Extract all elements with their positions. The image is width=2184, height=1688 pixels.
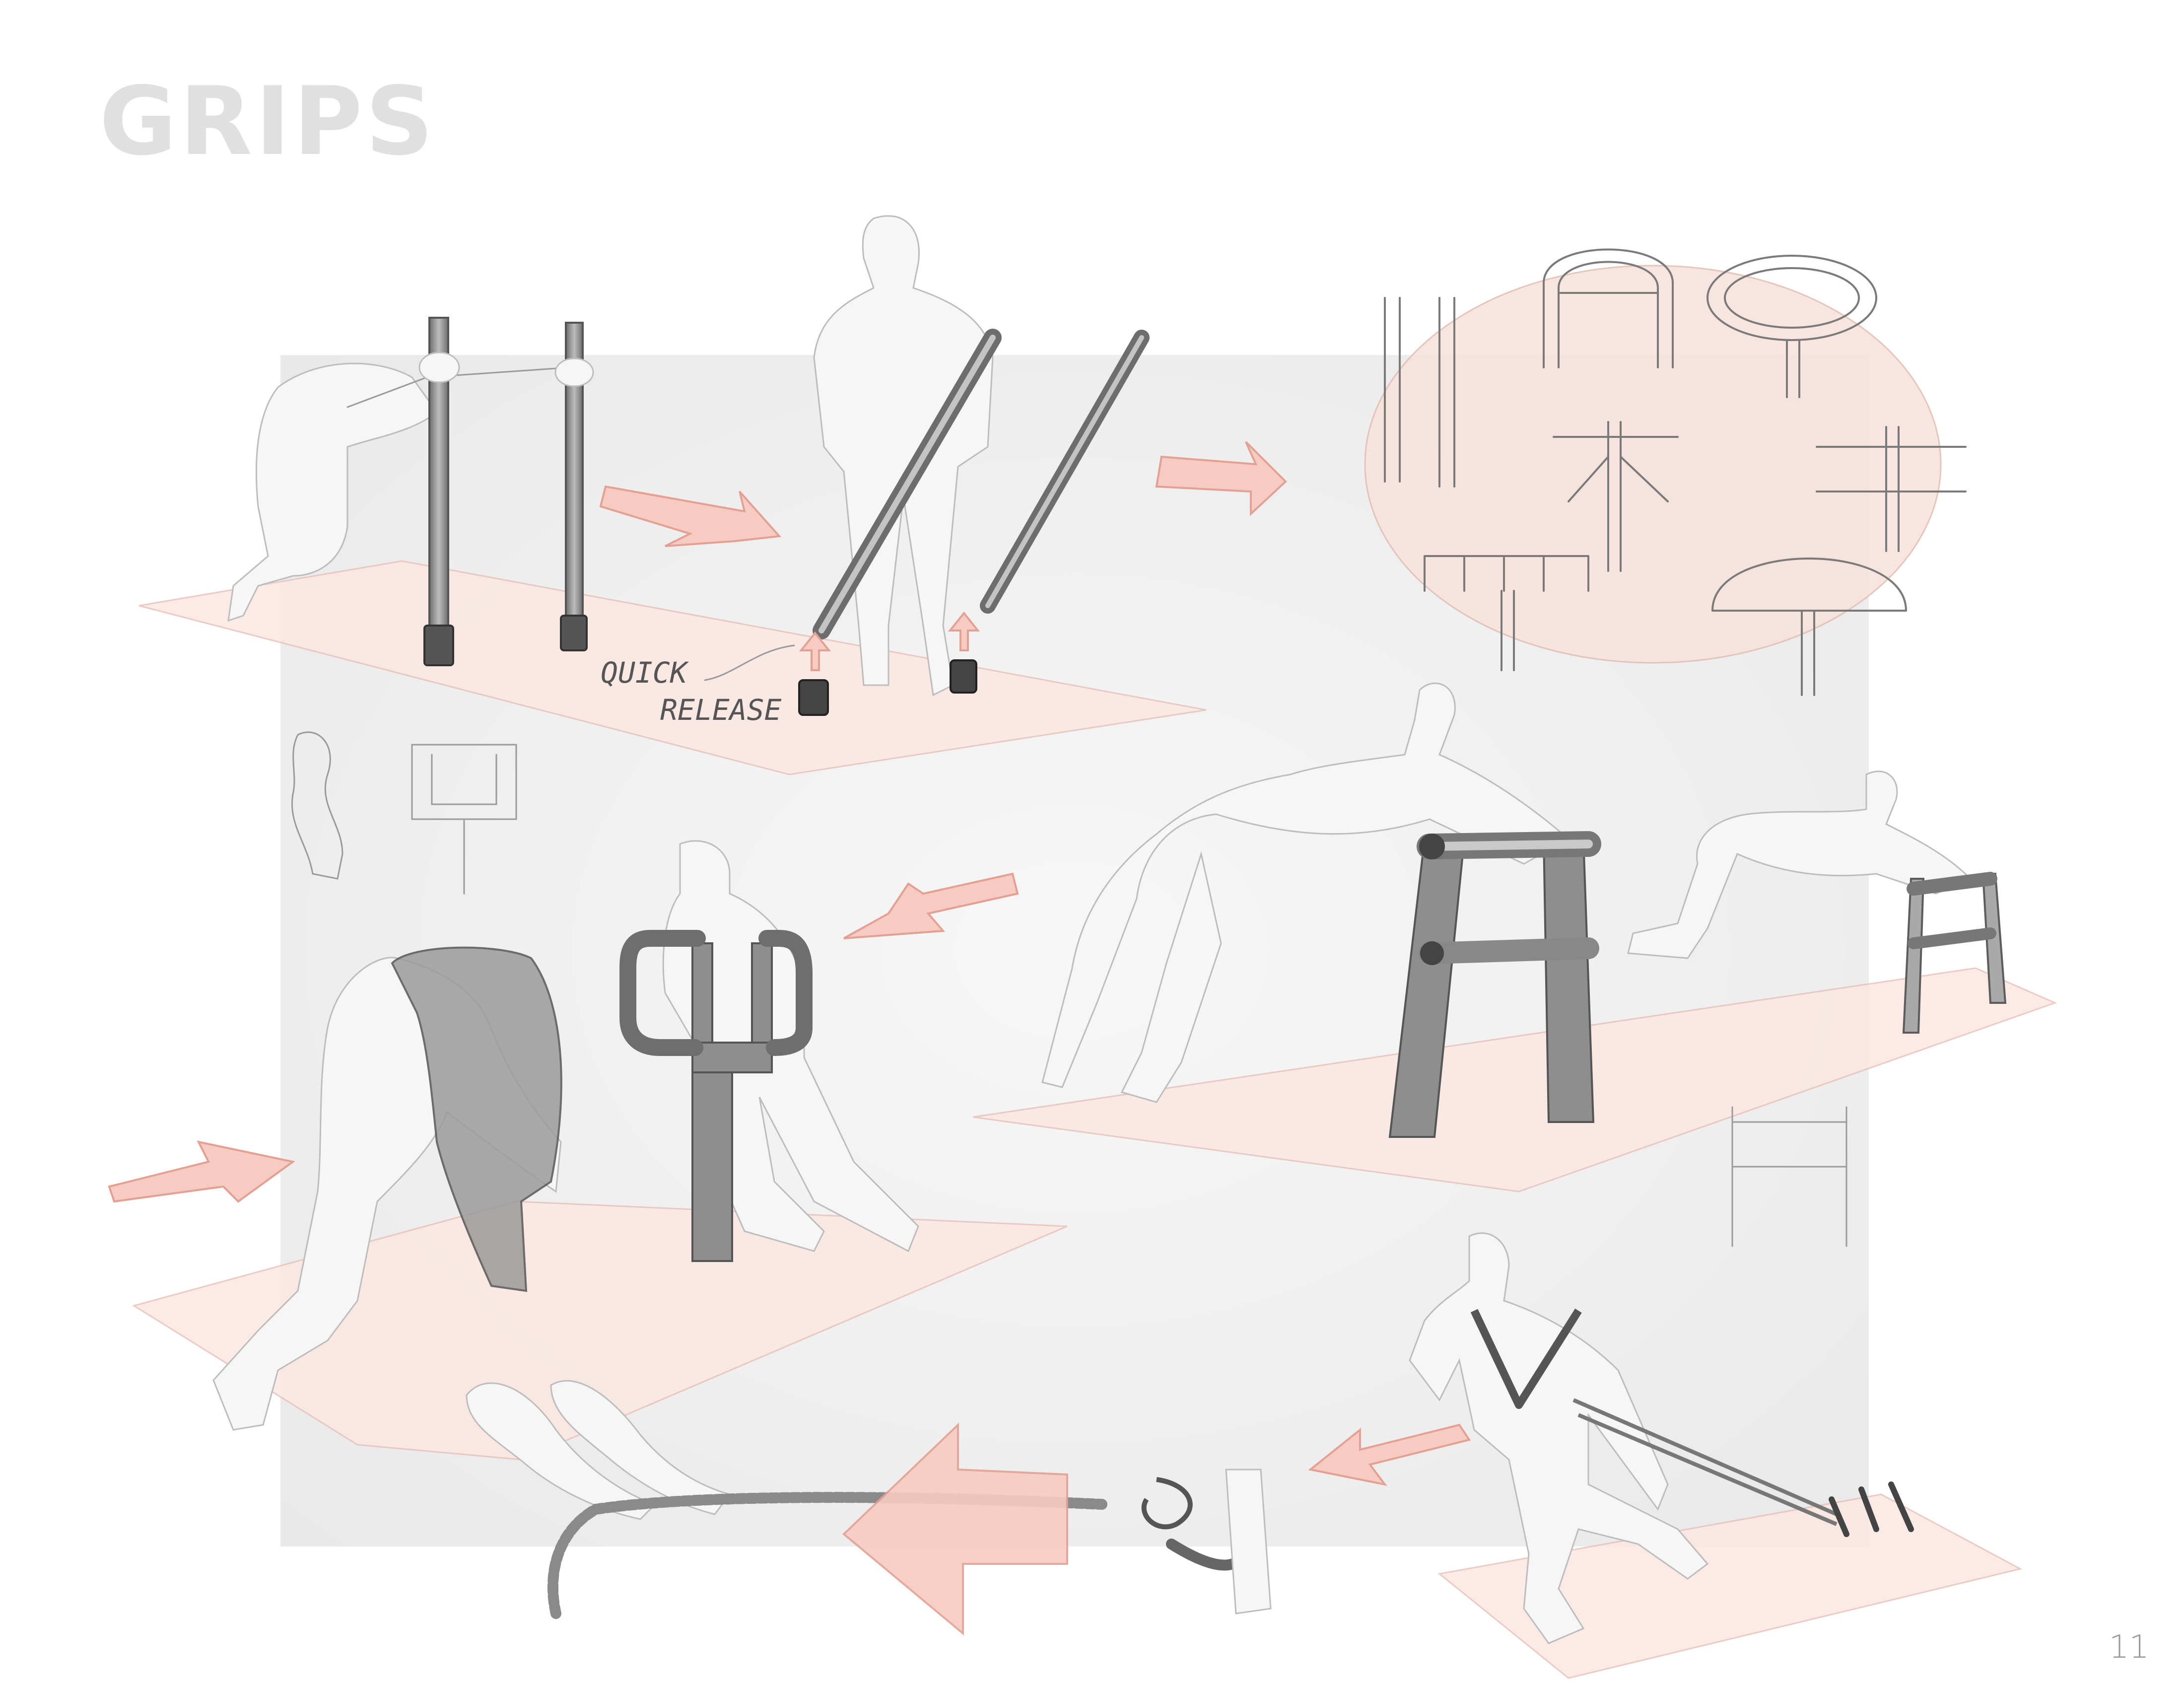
crawling-figure xyxy=(1627,771,1972,959)
release-up-arrow xyxy=(799,631,831,671)
callout-curve xyxy=(704,644,795,681)
floor-mat xyxy=(138,560,1207,775)
hand xyxy=(554,357,594,387)
grip-variant-d-arch xyxy=(1711,558,1907,612)
flow-arrow xyxy=(1155,441,1287,516)
scene-quick-release: QUICK RELEASE xyxy=(601,215,1150,727)
scene-push-bar xyxy=(972,682,2057,1247)
floor-mat xyxy=(1437,1493,2023,1679)
pole-socket xyxy=(560,615,588,651)
push-frame-leg xyxy=(1542,838,1595,1123)
rope-hook xyxy=(1141,1477,1193,1530)
quick-release-label-line2: RELEASE xyxy=(660,693,782,727)
quick-release-socket xyxy=(798,679,829,716)
shoulder-push-pad xyxy=(391,946,562,1292)
flow-arrow xyxy=(843,872,1019,939)
hand xyxy=(418,352,460,383)
flow-arrow xyxy=(599,485,782,547)
large-flow-arrow xyxy=(842,1422,1068,1636)
scene-vertical-poles xyxy=(138,317,1207,775)
grip-variant-arch xyxy=(1543,248,1674,368)
ladder-variant-sketch xyxy=(1731,1106,1847,1247)
grip-variant-ring xyxy=(1706,255,1877,341)
grip-variants-cluster xyxy=(1364,248,1967,696)
push-frame-small-leg xyxy=(1902,878,1925,1034)
y-grip-post xyxy=(691,1061,733,1262)
grip-variant-comb xyxy=(1424,555,1589,592)
scene-y-grip-post xyxy=(132,731,1068,1461)
lunging-figure xyxy=(1041,682,1570,1088)
harness-line xyxy=(1572,1398,1838,1516)
release-up-arrow xyxy=(948,611,980,651)
floor-mat xyxy=(132,1200,1068,1461)
scene-rope-pull xyxy=(466,1380,1272,1636)
anchor-post xyxy=(1225,1469,1272,1615)
sled-hook xyxy=(1829,1481,1914,1537)
floor-mat xyxy=(972,967,2057,1193)
page-title: GRIPS xyxy=(99,67,437,176)
page-number: 11 xyxy=(2109,1629,2149,1666)
quick-release-label-line1: QUICK xyxy=(601,656,689,690)
quick-release-socket xyxy=(950,659,977,694)
y-grip-handle xyxy=(758,930,813,1056)
scene-harness-sled xyxy=(1409,1232,2023,1679)
y-grip-handle xyxy=(619,930,706,1056)
harness-strap xyxy=(1470,1308,1582,1409)
variants-oval xyxy=(1364,265,1942,664)
pole-socket xyxy=(423,625,454,666)
pad-sketch xyxy=(291,731,343,880)
y-grip-sketch xyxy=(411,744,517,895)
flow-arrow xyxy=(1308,1423,1471,1486)
crouching-figure xyxy=(227,362,438,622)
push-bar-lower xyxy=(1419,937,1599,964)
flow-arrow xyxy=(108,1140,295,1203)
